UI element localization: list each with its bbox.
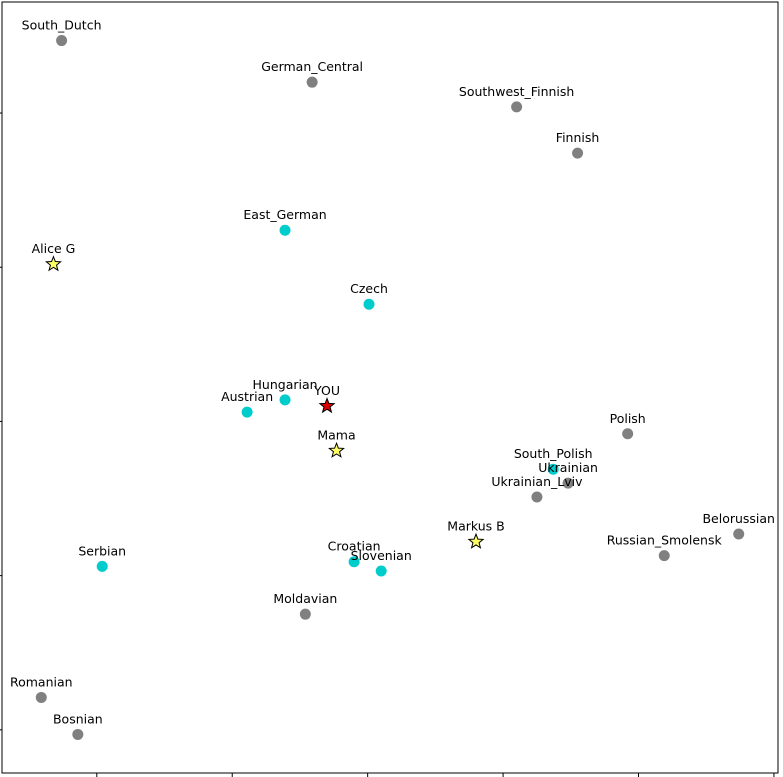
star-point — [328, 441, 345, 458]
point-label: South_Dutch — [22, 18, 102, 33]
point-label: Austrian — [221, 389, 273, 404]
point-label: Belorussian — [702, 511, 775, 526]
point — [279, 394, 291, 406]
point-label: German_Central — [261, 59, 363, 74]
point — [306, 76, 318, 88]
point-label: South_Polish — [514, 446, 593, 461]
point-label: Ukrainian — [538, 460, 598, 475]
point — [96, 560, 108, 572]
point-label: Slovenian — [351, 548, 412, 563]
point — [511, 101, 523, 113]
point-label: Moldavian — [273, 591, 337, 606]
point-label: Russian_Smolensk — [607, 533, 723, 548]
point — [348, 556, 360, 568]
point — [56, 35, 68, 47]
point — [241, 406, 253, 418]
point-label: Alice G — [32, 241, 76, 256]
point — [375, 565, 387, 577]
point-label: YOU — [313, 383, 340, 398]
point-label: Ukrainian_Lviv — [491, 474, 583, 489]
point — [622, 428, 634, 440]
point-label: Finnish — [556, 130, 600, 145]
point — [72, 728, 84, 740]
point — [279, 224, 291, 236]
star-point — [45, 255, 62, 272]
star-point — [467, 532, 485, 549]
star-point — [318, 397, 336, 414]
point — [572, 147, 584, 159]
point-label: Southwest_Finnish — [459, 84, 574, 99]
point-label: East_German — [243, 207, 326, 222]
point-label: Romanian — [10, 674, 73, 689]
point — [547, 463, 559, 475]
point-label: Bosnian — [53, 711, 103, 726]
point-label: Serbian — [78, 543, 126, 558]
point — [531, 491, 543, 503]
point-label: Markus B — [447, 519, 504, 534]
point-label: Hungarian — [253, 377, 318, 392]
point — [733, 528, 745, 540]
point-label: Czech — [350, 281, 388, 296]
point-label: Croatian — [328, 539, 381, 554]
point — [35, 691, 47, 703]
point — [299, 608, 311, 620]
point — [658, 550, 670, 562]
point — [363, 298, 375, 310]
point — [562, 477, 574, 489]
point-label: Mama — [317, 428, 355, 443]
point-label: Polish — [610, 411, 646, 426]
